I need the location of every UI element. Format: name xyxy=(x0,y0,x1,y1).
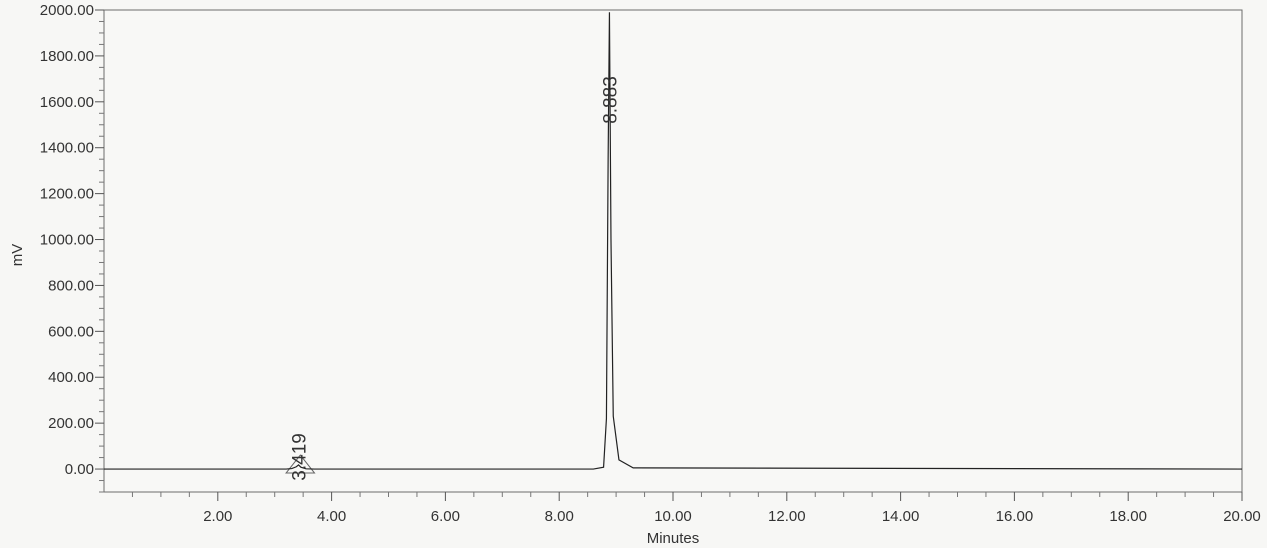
x-axis-ticks: 2.00 4.00 6.00 8.00 10.00 12.00 14.00 16.00 18.0… xyxy=(131,492,1261,525)
x-tick-label: 4.00 xyxy=(317,508,346,525)
plot-frame xyxy=(103,9,1243,493)
peak-label: 3.419 xyxy=(290,433,311,481)
y-tick-label: 1400.00 xyxy=(40,140,94,157)
x-tick-label: 6.00 xyxy=(431,508,460,525)
y-tick-label: 2000.00 xyxy=(40,2,94,19)
y-tick-label: 0.00 xyxy=(65,461,94,478)
x-axis-label: Minutes xyxy=(647,530,700,547)
peak-label: 8.883 xyxy=(600,76,621,124)
peak-baseline-marker xyxy=(285,454,316,474)
y-tick-label: 200.00 xyxy=(48,415,94,432)
y-tick-label: 600.00 xyxy=(48,323,94,340)
y-tick-label: 1000.00 xyxy=(40,232,94,249)
y-tick-label: 1200.00 xyxy=(40,186,94,203)
y-axis-ticks: 0.00 200.00 400.00 600.00 800.00 1000.00 1200.… xyxy=(40,2,104,493)
x-tick-label: 2.00 xyxy=(203,508,232,525)
y-tick-label: 1800.00 xyxy=(40,48,94,65)
peak-labels: 3.419 8.883 xyxy=(290,76,622,480)
y-axis-label: mV xyxy=(9,244,26,267)
x-tick-label: 14.00 xyxy=(882,508,920,525)
y-tick-label: 400.00 xyxy=(48,369,94,386)
signal-series-layer xyxy=(104,12,1243,470)
peak-baselines xyxy=(285,454,316,474)
x-tick-label: 20.00 xyxy=(1223,508,1261,525)
x-tick-label: 18.00 xyxy=(1109,508,1147,525)
y-tick-label: 1600.00 xyxy=(40,94,94,111)
y-tick-label: 800.00 xyxy=(48,277,94,294)
x-tick-label: 8.00 xyxy=(545,508,574,525)
x-tick-label: 10.00 xyxy=(654,508,692,525)
x-tick-label: 12.00 xyxy=(768,508,806,525)
series-line xyxy=(104,12,1243,470)
x-tick-label: 16.00 xyxy=(996,508,1034,525)
